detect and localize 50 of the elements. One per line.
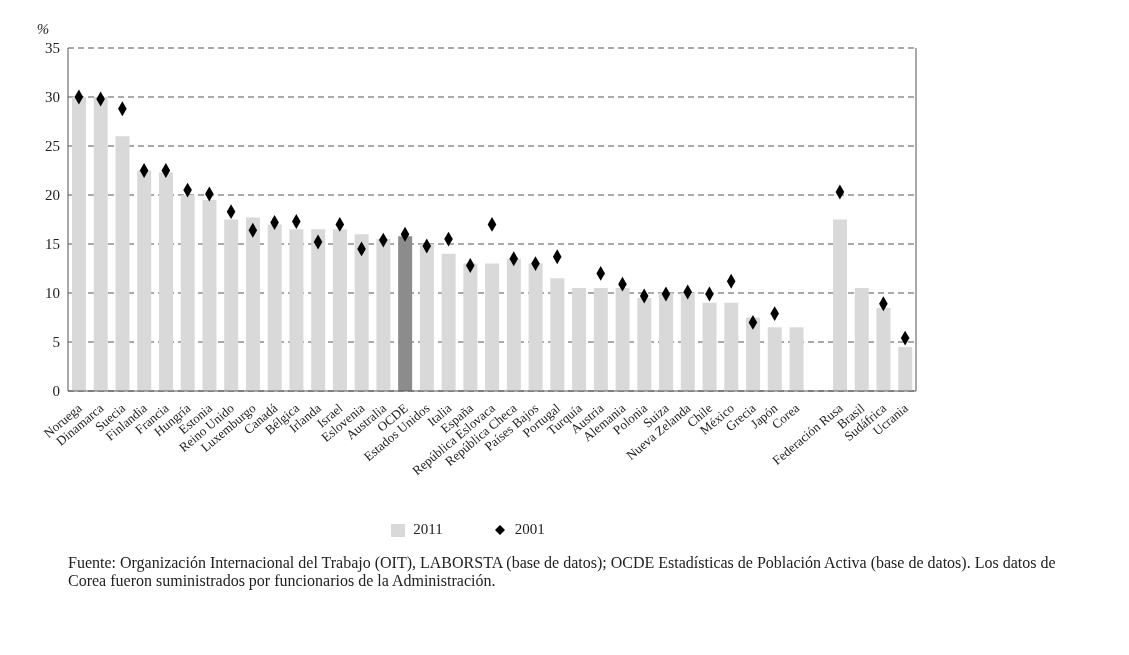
bar — [245, 217, 260, 391]
bar — [854, 288, 869, 391]
bar — [593, 288, 608, 391]
bar — [441, 253, 456, 391]
y-tick-label: 20 — [45, 187, 60, 204]
bar — [724, 302, 739, 391]
bar — [506, 258, 521, 391]
bar — [137, 170, 152, 391]
y-tick-label: 15 — [45, 236, 60, 253]
bar — [746, 317, 761, 391]
y-axis-title: % — [36, 21, 50, 37]
bar — [572, 288, 587, 391]
bar — [311, 229, 326, 391]
bar — [615, 288, 630, 391]
y-tick-label: 5 — [52, 334, 60, 351]
bar — [876, 307, 891, 391]
bar — [267, 224, 282, 391]
bar — [202, 199, 217, 391]
bar — [72, 97, 86, 391]
y-tick-label: 35 — [45, 40, 60, 57]
y-tick-label: 30 — [45, 89, 60, 106]
bar — [702, 302, 717, 391]
bar — [463, 263, 478, 391]
y-tick-label: 0 — [52, 383, 60, 400]
bar — [115, 136, 130, 391]
legend-label: 2001 — [514, 521, 545, 538]
y-tick-label: 25 — [45, 138, 60, 155]
bar — [332, 229, 347, 391]
bar — [376, 239, 391, 391]
bar — [659, 293, 674, 391]
bar — [93, 97, 108, 391]
bar — [180, 195, 195, 391]
y-tick-label: 10 — [45, 285, 60, 302]
bar — [354, 234, 369, 391]
bar — [158, 172, 173, 391]
bar — [550, 278, 565, 391]
bar — [419, 244, 434, 391]
source-note: Fuente: Organización Internacional del Trabajo (OIT), LABORSTA (base de datos); OCDE Estadísticas de Población Activa (base de datos). Los datos de Corea fueron suministrados por funcionarios de la Administración. — [68, 554, 1057, 590]
bar — [485, 263, 500, 391]
bar — [528, 263, 543, 391]
bar — [637, 297, 652, 391]
bar — [224, 219, 239, 391]
bar — [833, 219, 848, 391]
bar — [398, 236, 413, 391]
bar — [898, 346, 913, 391]
bar — [680, 293, 695, 391]
bar — [289, 229, 304, 391]
bar — [789, 327, 804, 391]
bar — [767, 327, 782, 391]
legend-label: 2011 — [413, 521, 443, 538]
